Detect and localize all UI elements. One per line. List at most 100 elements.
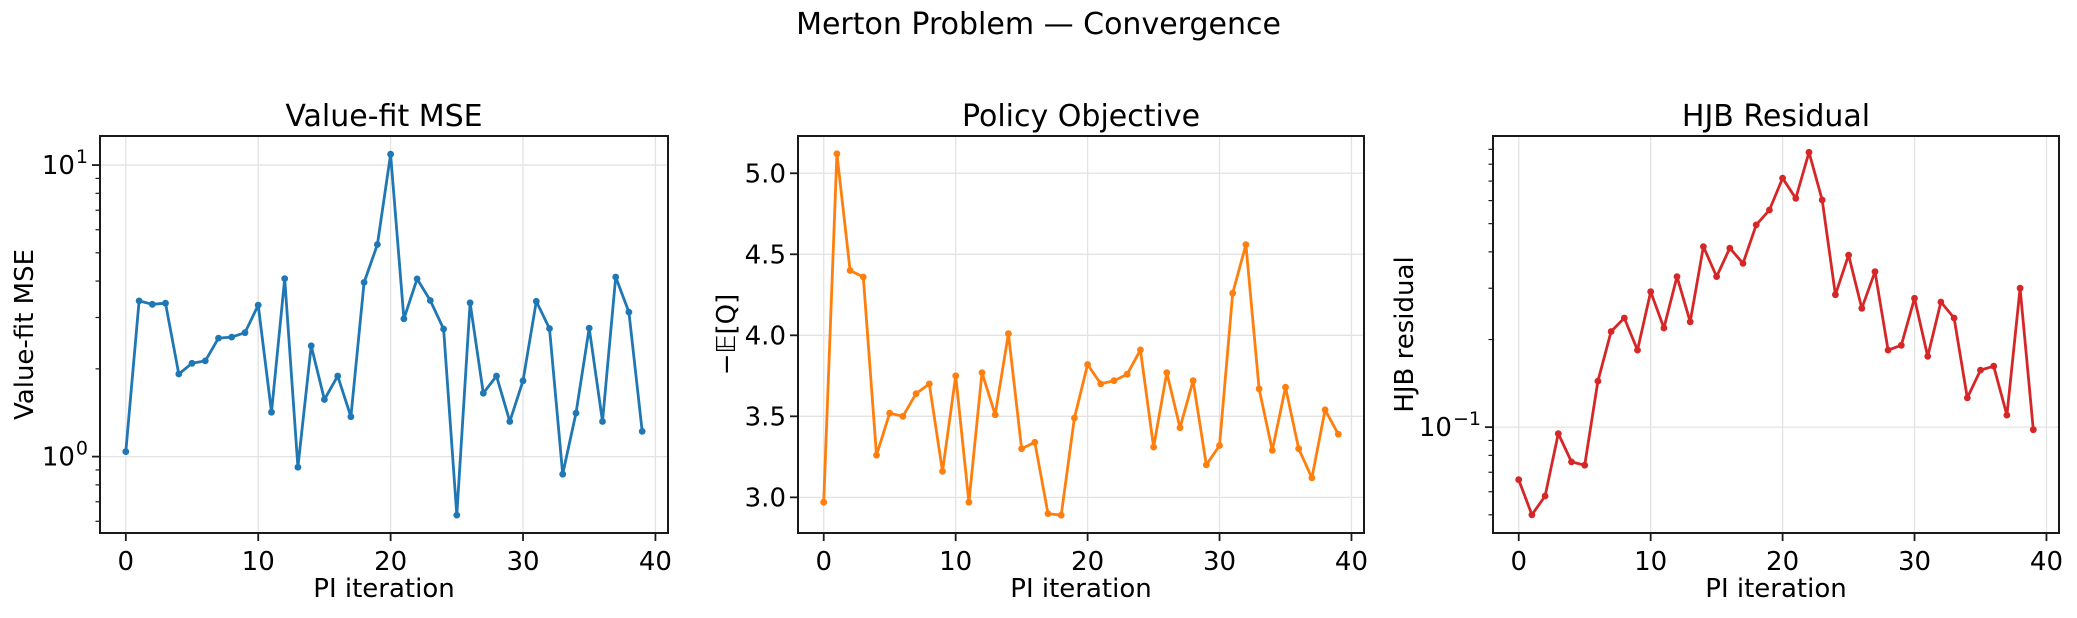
data-point [585,324,593,332]
data-point [559,470,567,478]
y-tick-label: 101 [42,146,88,181]
data-point [2016,284,2024,292]
data-point [638,428,646,435]
data-point [241,329,249,337]
data-point [1726,244,1734,252]
data-point [347,413,355,421]
data-point [1176,424,1184,432]
data-point [532,297,540,305]
data-point [215,334,222,342]
data-point [1911,294,1918,302]
series-line [1517,150,2035,517]
data-point [466,299,474,307]
x-tick-label: 40 [639,547,672,577]
data-point [1568,458,1575,466]
data-point [1950,314,1958,322]
data-point [1268,447,1276,454]
subplot-hjb-residual: 0 10 20 30 40 10−1 HJB Residual PI iteration HJB… [1390,99,2063,604]
data-point [294,463,302,471]
x-tick-label: 30 [1203,547,1236,577]
data-point [1647,288,1655,296]
x-tick-label: 40 [1335,547,1368,577]
data-point [1528,511,1536,519]
data-point [1242,241,1250,249]
data-point [188,359,196,367]
x-tick-label: 10 [1634,547,1667,577]
x-tick-label: 0 [815,547,832,577]
data-point [1686,318,1694,326]
data-point [1673,273,1681,280]
figure-title: Merton Problem — Convergence [796,7,1281,42]
data-point [1057,511,1065,519]
data-point [1660,324,1668,332]
data-point [939,468,946,475]
y-axis-label: Value-fit MSE [10,249,40,420]
data-point [1884,346,1892,354]
y-tick-label: 4.5 [745,240,786,270]
data-point [1308,474,1316,482]
data-point [820,498,828,506]
data-point [135,297,143,305]
subplot-value-fit-mse: 0 10 20 30 40 100 101 Value-fit MSE PI iteration… [10,99,672,604]
axes-spines [1492,135,2060,534]
y-tick-label: 4.0 [745,321,786,351]
data-point [925,380,933,388]
x-tick-label: 10 [939,547,972,577]
data-point [360,279,368,286]
data-point [1071,414,1078,422]
data-point [1779,174,1786,182]
x-tick-label: 20 [1071,547,1104,577]
x-tick-label: 0 [1510,547,1527,577]
data-point [453,511,461,519]
data-point [374,241,381,248]
data-point [519,377,527,385]
data-point [625,308,633,316]
data-point [493,372,500,380]
data-point [1216,442,1223,449]
y-axis-label: HJB residual [1390,256,1420,412]
data-point [1845,251,1852,259]
data-point [1005,330,1012,338]
data-point [175,370,183,378]
data-point [1295,445,1303,453]
data-point [1541,492,1549,500]
x-tick-label: 40 [2030,547,2063,577]
y-tick-label: 100 [42,438,88,473]
series-line [822,152,1340,517]
x-tick-label: 10 [242,547,275,577]
data-point [1897,341,1905,349]
y-tick-label: 10−1 [1419,408,1481,443]
data-point [1282,383,1289,391]
x-axis-label: PI iteration [1705,574,1846,604]
data-point [334,372,342,380]
data-point [1137,346,1144,354]
data-point [833,150,841,158]
axes-spines [797,135,1365,534]
data-point [254,301,262,309]
data-point [1594,377,1602,385]
subplot-title: Policy Objective [962,99,1200,134]
data-point [1189,377,1197,385]
data-point [1607,328,1615,335]
data-point [1515,476,1523,484]
data-point [1554,430,1562,437]
data-point [1229,289,1237,297]
data-point [321,396,328,403]
data-point [886,409,894,417]
data-point [506,418,514,425]
data-point [426,297,434,304]
data-point [1805,148,1813,156]
data-point [1031,438,1039,446]
subplot-title: Value-fit MSE [285,99,482,134]
data-point [1700,243,1707,251]
data-point [978,369,986,376]
axes-spines [99,135,669,534]
data-point [846,267,854,274]
data-point [1752,221,1760,229]
data-point [1963,394,1971,402]
data-point [479,389,487,397]
data-point [1150,443,1157,451]
data-point [162,299,169,307]
